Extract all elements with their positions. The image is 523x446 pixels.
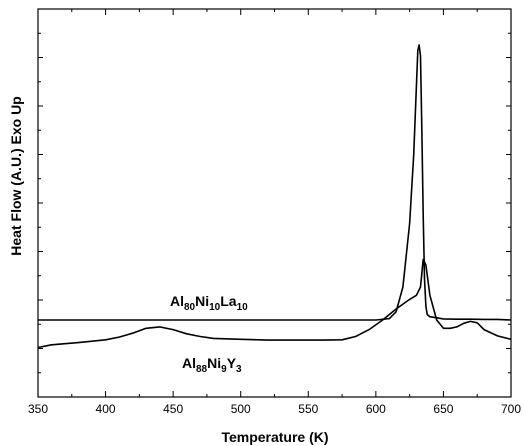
label-subscript: 10 — [209, 302, 221, 313]
x-tick-label: 700 — [501, 402, 521, 416]
series-label-al88ni9y3: Al88Ni9Y3 — [182, 355, 242, 375]
label-element: Al — [170, 293, 184, 309]
label-element: Al — [182, 355, 196, 371]
label-element: Y — [227, 355, 237, 371]
x-axis-ticks — [37, 9, 512, 397]
series-lines — [37, 44, 512, 349]
x-tick-label: 450 — [163, 402, 183, 416]
label-subscript: 9 — [221, 364, 227, 375]
label-subscript: 80 — [184, 302, 196, 313]
y-axis-title: Heat Flow (A.U.) Exo Up — [8, 96, 24, 255]
label-element: Ni — [195, 293, 209, 309]
series-label-al80ni10la10: Al80Ni10La10 — [170, 293, 248, 313]
label-subscript: 10 — [237, 302, 249, 313]
label-element: La — [220, 293, 237, 309]
label-subscript: 88 — [196, 364, 208, 375]
x-tick-label: 350 — [28, 402, 48, 416]
series-line-al80ni10la10 — [38, 44, 512, 321]
x-tick-label: 400 — [96, 402, 116, 416]
label-subscript: 3 — [236, 364, 242, 375]
x-axis-tick-labels: 350 400 450 500 550 600 650 700 — [28, 402, 521, 416]
label-element: Ni — [207, 355, 221, 371]
x-tick-label: 500 — [231, 402, 251, 416]
x-tick-label: 600 — [366, 402, 386, 416]
x-tick-label: 650 — [433, 402, 453, 416]
series-line-al88ni9y3 — [37, 258, 512, 349]
x-axis-title: Temperature (K) — [221, 429, 328, 445]
x-tick-label: 550 — [298, 402, 318, 416]
y-axis-ticks — [38, 8, 511, 398]
